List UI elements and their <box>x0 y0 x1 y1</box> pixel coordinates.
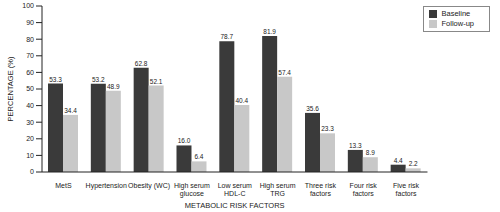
html-text:Follow-up: Follow-up <box>441 19 474 28</box>
svg-text:4.4: 4.4 <box>394 157 403 164</box>
html-text:Baseline: Baseline <box>441 9 471 18</box>
svg-text:40: 40 <box>26 102 34 109</box>
svg-text:Five riskfactors: Five riskfactors <box>393 182 420 197</box>
svg-text:90: 90 <box>26 19 34 26</box>
svg-text:10: 10 <box>26 152 34 159</box>
svg-text:Hypertension: Hypertension <box>86 182 127 190</box>
svg-text:78.7: 78.7 <box>220 33 233 40</box>
svg-text:Low serumHDL-C: Low serumHDL-C <box>218 182 252 197</box>
svg-text:High serumTRG: High serumTRG <box>260 182 296 197</box>
svg-text:53.2: 53.2 <box>92 76 105 83</box>
svg-text:Obesity (WC): Obesity (WC) <box>128 182 170 190</box>
svg-text:2.2: 2.2 <box>409 160 418 167</box>
svg-text:60: 60 <box>26 69 34 76</box>
svg-text:81.9: 81.9 <box>263 28 276 35</box>
svg-text:High serumglucose: High serumglucose <box>174 182 210 198</box>
svg-text:48.9: 48.9 <box>107 83 120 90</box>
svg-text:MetS: MetS <box>55 182 72 189</box>
svg-text:23.3: 23.3 <box>321 125 334 132</box>
svg-text:13.3: 13.3 <box>349 142 362 149</box>
svg-text:70: 70 <box>26 52 34 59</box>
svg-text:METABOLIC RISK FACTORS: METABOLIC RISK FACTORS <box>185 201 285 210</box>
svg-text:80: 80 <box>26 36 34 43</box>
svg-text:50: 50 <box>26 85 34 92</box>
svg-text:Three riskfactors: Three riskfactors <box>305 182 337 197</box>
svg-text:52.1: 52.1 <box>150 78 163 85</box>
svg-text:53.3: 53.3 <box>49 76 62 83</box>
svg-text:100: 100 <box>22 2 34 9</box>
svg-text:8.9: 8.9 <box>366 149 375 156</box>
svg-text:35.6: 35.6 <box>306 105 319 112</box>
svg-text:57.4: 57.4 <box>278 69 291 76</box>
svg-text:40.4: 40.4 <box>235 97 248 104</box>
svg-text:PERCENTAGE (%): PERCENTAGE (%) <box>8 56 15 121</box>
svg-text:62.8: 62.8 <box>135 60 148 67</box>
svg-text:20: 20 <box>26 135 34 142</box>
svg-text:34.4: 34.4 <box>64 107 77 114</box>
svg-text:0: 0 <box>30 168 34 175</box>
svg-text:6.4: 6.4 <box>194 153 203 160</box>
svg-text:Four riskfactors: Four riskfactors <box>350 182 378 197</box>
svg-text:16.0: 16.0 <box>178 137 191 144</box>
svg-text:30: 30 <box>26 119 34 126</box>
